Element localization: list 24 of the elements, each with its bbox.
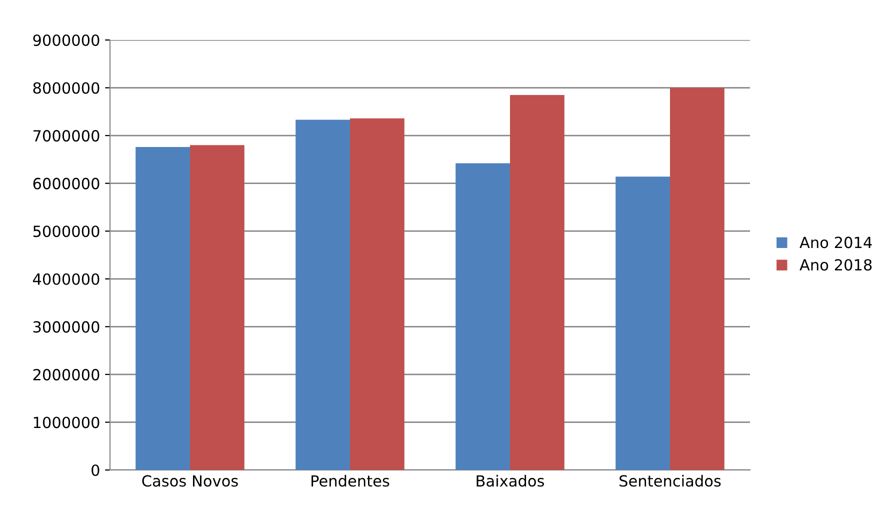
bar — [616, 176, 670, 470]
bar — [456, 163, 510, 470]
bar — [670, 88, 724, 470]
y-tick-label: 1000000 — [34, 416, 100, 428]
y-tick-label: 7000000 — [33, 130, 100, 142]
y-tick-label: 0 — [92, 464, 100, 476]
x-tick-label: Pendentes — [312, 474, 390, 487]
y-tick-label: 3000000 — [33, 321, 100, 333]
bar — [136, 147, 190, 470]
legend-label: Ano 2018 — [800, 259, 872, 271]
bar — [350, 118, 404, 470]
bar — [190, 145, 244, 470]
y-tick-label: 5000000 — [33, 226, 100, 238]
y-tick-label: 8000000 — [33, 82, 100, 94]
y-tick-label: 9000000 — [33, 34, 100, 46]
legend-label: Ano 2014 — [800, 236, 872, 248]
x-tick-label: Casos Novos — [142, 475, 238, 487]
bar — [296, 120, 350, 470]
y-tick-label: 2000000 — [33, 368, 100, 380]
x-tick-label: Baixados — [476, 474, 544, 487]
bar — [510, 94, 564, 470]
x-tick-label: Sentenciados — [620, 474, 721, 487]
y-tick-label: 6000000 — [33, 178, 100, 190]
y-tick-label: 4000000 — [32, 273, 100, 285]
